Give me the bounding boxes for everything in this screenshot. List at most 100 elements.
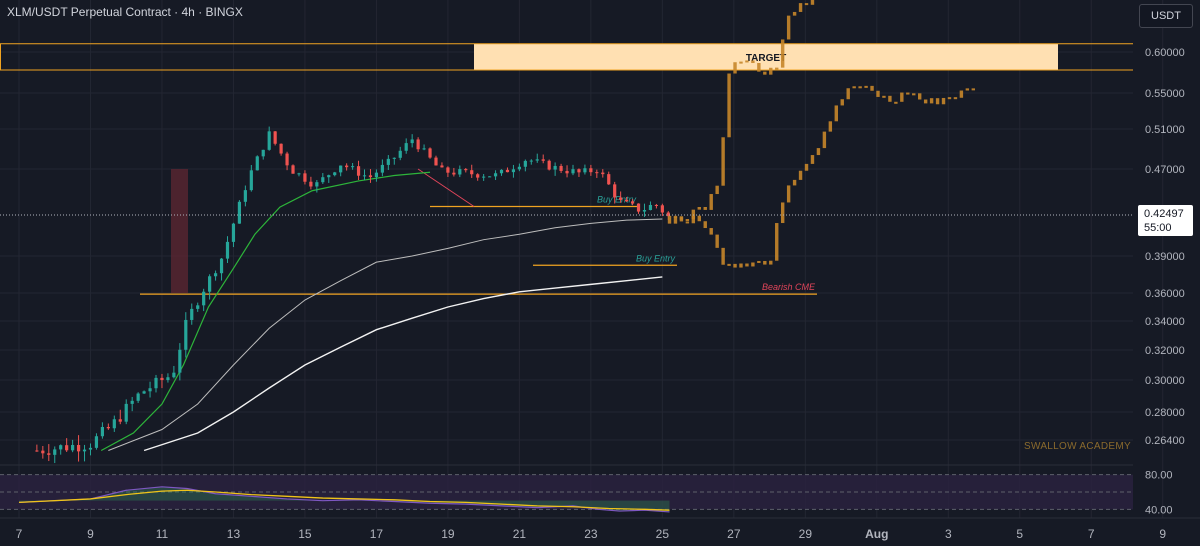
candle — [59, 445, 63, 450]
candle — [499, 169, 504, 174]
projection-candle — [715, 185, 719, 195]
projection-candle — [763, 260, 767, 265]
projection-candle — [745, 263, 749, 267]
projection-candle — [792, 11, 797, 16]
chart-title: XLM/USDT Perpetual Contract · 4h · BINGX — [7, 5, 243, 19]
candle — [124, 403, 128, 422]
y-axis-label: 0.26400 — [1145, 435, 1185, 447]
candle — [470, 170, 474, 175]
candle — [601, 172, 605, 175]
candle — [356, 166, 361, 176]
y-axis-label: 0.39000 — [1145, 251, 1185, 263]
candle — [404, 143, 408, 151]
y-axis-label: 0.36000 — [1145, 288, 1185, 300]
projection-candle — [834, 105, 838, 122]
projection-candle — [894, 101, 898, 104]
candle — [434, 157, 438, 166]
x-axis-label: 23 — [584, 527, 598, 541]
candle — [488, 176, 492, 178]
currency-selector[interactable]: USDT — [1139, 4, 1193, 28]
ema-fast-line — [100, 171, 431, 452]
candle — [428, 148, 432, 158]
candle — [291, 165, 295, 174]
projection-candle — [775, 223, 779, 261]
candle — [225, 241, 230, 259]
projection-candle — [673, 215, 678, 218]
projection-candle — [703, 221, 707, 229]
y-axis-label: 0.51000 — [1145, 124, 1185, 136]
projection-candle — [786, 185, 791, 203]
candle — [654, 204, 658, 206]
candle — [267, 131, 271, 150]
projection-candle — [864, 85, 868, 88]
candle — [35, 450, 39, 452]
x-axis-label: 27 — [727, 527, 741, 541]
projection-candle — [691, 215, 696, 224]
candle — [446, 167, 450, 173]
level-label: Bearish CME — [762, 282, 816, 292]
candle — [523, 160, 527, 167]
projection-candle — [912, 93, 916, 96]
projection-candle — [667, 217, 672, 224]
x-axis-label: 11 — [156, 527, 169, 541]
projection-candle — [804, 163, 809, 171]
projection-candle — [685, 219, 690, 222]
ema-long-line — [143, 276, 663, 452]
candle — [285, 153, 289, 166]
projection-candle — [858, 86, 862, 89]
projection-candle — [882, 95, 886, 98]
candle — [315, 182, 319, 187]
candle — [237, 201, 242, 224]
last-price-value: 0.42497 — [1144, 208, 1184, 220]
x-axis-label: 13 — [227, 527, 241, 541]
candle — [76, 444, 81, 452]
candle — [82, 449, 87, 452]
projection-candle — [751, 60, 755, 64]
projection-candle — [709, 194, 713, 210]
projection-candle — [929, 98, 934, 104]
x-axis-label: 5 — [1016, 527, 1023, 541]
projection-candle — [673, 217, 678, 224]
projection-candle — [727, 73, 731, 138]
candle — [630, 201, 635, 204]
y-axis-label: 0.34000 — [1145, 316, 1185, 328]
candle — [261, 149, 265, 157]
x-axis-label: 21 — [513, 527, 527, 541]
target-zone — [474, 43, 1058, 71]
candle — [255, 156, 259, 171]
projection-candle — [780, 39, 785, 68]
candle — [619, 197, 623, 200]
candle — [440, 165, 444, 168]
projection-candle — [727, 263, 731, 266]
candle — [476, 174, 480, 178]
candle — [100, 426, 104, 437]
x-axis-label: 7 — [16, 527, 23, 541]
projection-candle — [786, 15, 791, 40]
candle — [88, 447, 93, 450]
x-axis-label: 29 — [799, 527, 813, 541]
candle — [648, 204, 653, 211]
candle — [410, 139, 414, 144]
projection-candle — [775, 67, 779, 70]
y-axis-label: 0.47000 — [1145, 164, 1185, 176]
rsi-ma-line — [18, 489, 670, 511]
candle — [595, 172, 599, 174]
candle — [53, 449, 57, 455]
candle — [178, 349, 182, 373]
rsi-axis-label: 80.00 — [1145, 470, 1173, 482]
candle — [493, 173, 498, 177]
x-axis-label: 15 — [298, 527, 312, 541]
projection-candle — [965, 88, 970, 91]
candle-countdown: 55:00 — [1144, 222, 1172, 234]
candle — [452, 172, 456, 175]
candle — [529, 160, 533, 162]
projection-candle — [733, 62, 737, 74]
projection-candle — [703, 206, 707, 210]
candle — [41, 450, 45, 454]
candle — [368, 175, 373, 178]
candle — [142, 391, 146, 394]
last-price-tag: 0.42497 55:00 — [1138, 205, 1193, 236]
projection-candle — [846, 88, 850, 100]
projection-candle — [691, 209, 696, 220]
